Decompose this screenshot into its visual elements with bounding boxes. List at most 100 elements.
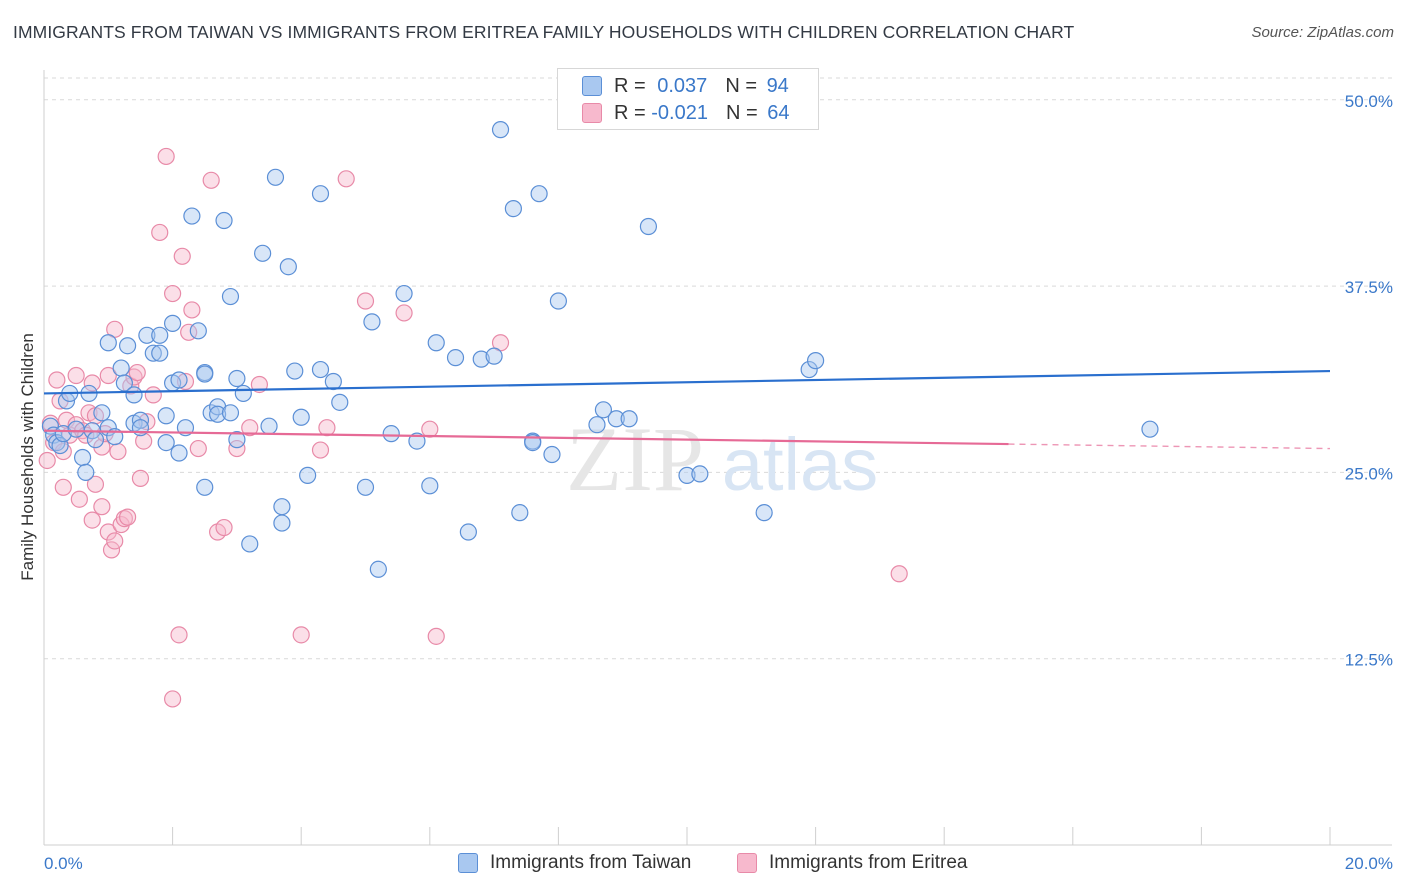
- taiwan-point: [67, 420, 85, 438]
- taiwan-point: [202, 404, 220, 422]
- legend-item-eritrea[interactable]: Immigrants from Eritrea: [737, 852, 967, 874]
- taiwan-point: [164, 314, 182, 332]
- taiwan-point: [48, 433, 66, 452]
- taiwan-point: [228, 431, 246, 449]
- eritrea-point: [183, 301, 201, 319]
- taiwan-point: [459, 523, 477, 541]
- taiwan-point: [99, 334, 117, 352]
- taiwan-point: [157, 407, 175, 425]
- eritrea-point: [102, 541, 121, 559]
- legend-r-label: R =: [614, 101, 646, 124]
- legend-r-value-eritrea: -0.021: [651, 101, 708, 124]
- taiwan-point: [446, 349, 465, 367]
- legend-swatch-taiwan: [458, 853, 478, 873]
- eritrea-point: [38, 451, 56, 470]
- eritrea-point: [138, 413, 156, 431]
- taiwan-point: [215, 211, 233, 230]
- eritrea-point: [164, 284, 182, 303]
- taiwan-point: [286, 362, 304, 380]
- taiwan-point: [369, 560, 387, 578]
- taiwan-point: [311, 185, 330, 203]
- eritrea-point: [427, 627, 445, 645]
- y-tick-label: 25.0%: [1345, 464, 1393, 483]
- taiwan-point: [118, 337, 137, 355]
- eritrea-point: [292, 626, 310, 644]
- trend-lines: [43, 369, 1331, 450]
- eritrea-point: [890, 565, 908, 583]
- taiwan-point: [196, 478, 214, 496]
- legend-r-value-taiwan: 0.037: [657, 74, 708, 97]
- taiwan-point: [266, 168, 285, 186]
- taiwan-point: [382, 425, 400, 443]
- taiwan-point: [86, 431, 105, 449]
- eritrea-point: [109, 442, 127, 461]
- taiwan-point: [588, 416, 606, 434]
- eritrea-point: [48, 371, 66, 389]
- series-legend: Immigrants from Taiwan Immigrants from E…: [0, 852, 1406, 878]
- y-axis-label: Family Households with Children: [18, 333, 37, 581]
- taiwan-point: [299, 466, 317, 484]
- eritrea-trend-line-extrapolated: [1008, 443, 1331, 450]
- taiwan-point: [93, 404, 111, 422]
- taiwan-point: [549, 292, 568, 310]
- eritrea-point: [250, 375, 269, 394]
- axes: [43, 70, 1392, 846]
- eritrea-point: [356, 292, 375, 310]
- taiwan-point: [144, 344, 162, 362]
- y-tick-label: 37.5%: [1345, 278, 1393, 297]
- taiwan-point: [228, 369, 246, 388]
- taiwan-point: [363, 313, 381, 331]
- legend-n-value-eritrea: 64: [767, 101, 790, 124]
- taiwan-point: [408, 432, 426, 450]
- eritrea-point: [54, 478, 72, 496]
- taiwan-point: [530, 185, 548, 203]
- taiwan-point: [421, 477, 439, 495]
- taiwan-point: [678, 466, 696, 484]
- eritrea-point: [93, 498, 111, 516]
- eritrea-point: [131, 469, 150, 487]
- taiwan-point: [112, 359, 130, 377]
- taiwan-point: [157, 433, 175, 452]
- eritrea-point: [241, 419, 259, 437]
- taiwan-point: [170, 371, 188, 389]
- taiwan-point: [151, 344, 169, 362]
- eritrea-point: [228, 439, 246, 458]
- legend-item-taiwan[interactable]: Immigrants from Taiwan: [458, 852, 691, 874]
- legend-row-taiwan: R = 0.037 N = 94: [582, 73, 789, 99]
- eritrea-point: [311, 441, 330, 459]
- eritrea-point: [421, 420, 439, 438]
- eritrea-point: [202, 171, 220, 189]
- taiwan-point: [491, 121, 510, 139]
- taiwan-point: [260, 417, 278, 435]
- eritrea-point: [83, 511, 101, 529]
- taiwan-trend-line: [43, 369, 1331, 395]
- tick-labels: 12.5% 25.0% 37.5% 50.0% 0.0% 20.0%: [44, 92, 1393, 873]
- eritrea-point: [164, 690, 182, 708]
- taiwan-point: [639, 217, 658, 236]
- taiwan-point: [170, 444, 188, 462]
- eritrea-point: [144, 386, 162, 404]
- taiwan-point: [1141, 420, 1159, 438]
- watermark-atlas: atlas: [722, 423, 878, 506]
- taiwan-point: [691, 465, 709, 483]
- taiwan-point: [324, 372, 342, 391]
- taiwan-point: [594, 401, 613, 419]
- taiwan-point: [125, 386, 143, 404]
- taiwan-point: [254, 244, 272, 262]
- taiwan-point: [273, 514, 291, 532]
- taiwan-point: [292, 408, 310, 426]
- taiwan-point: [183, 207, 201, 225]
- legend-n-label: N =: [725, 101, 758, 124]
- taiwan-point: [138, 326, 156, 344]
- legend-swatch-taiwan: [582, 76, 602, 96]
- eritrea-point: [118, 508, 137, 526]
- eritrea-point: [86, 475, 105, 493]
- taiwan-point: [189, 322, 207, 340]
- eritrea-point: [106, 532, 124, 550]
- legend-label-taiwan: Immigrants from Taiwan: [490, 852, 692, 873]
- eritrea-point: [215, 518, 233, 537]
- taiwan-point: [472, 350, 490, 368]
- taiwan-point: [806, 352, 825, 370]
- taiwan-point: [800, 360, 818, 379]
